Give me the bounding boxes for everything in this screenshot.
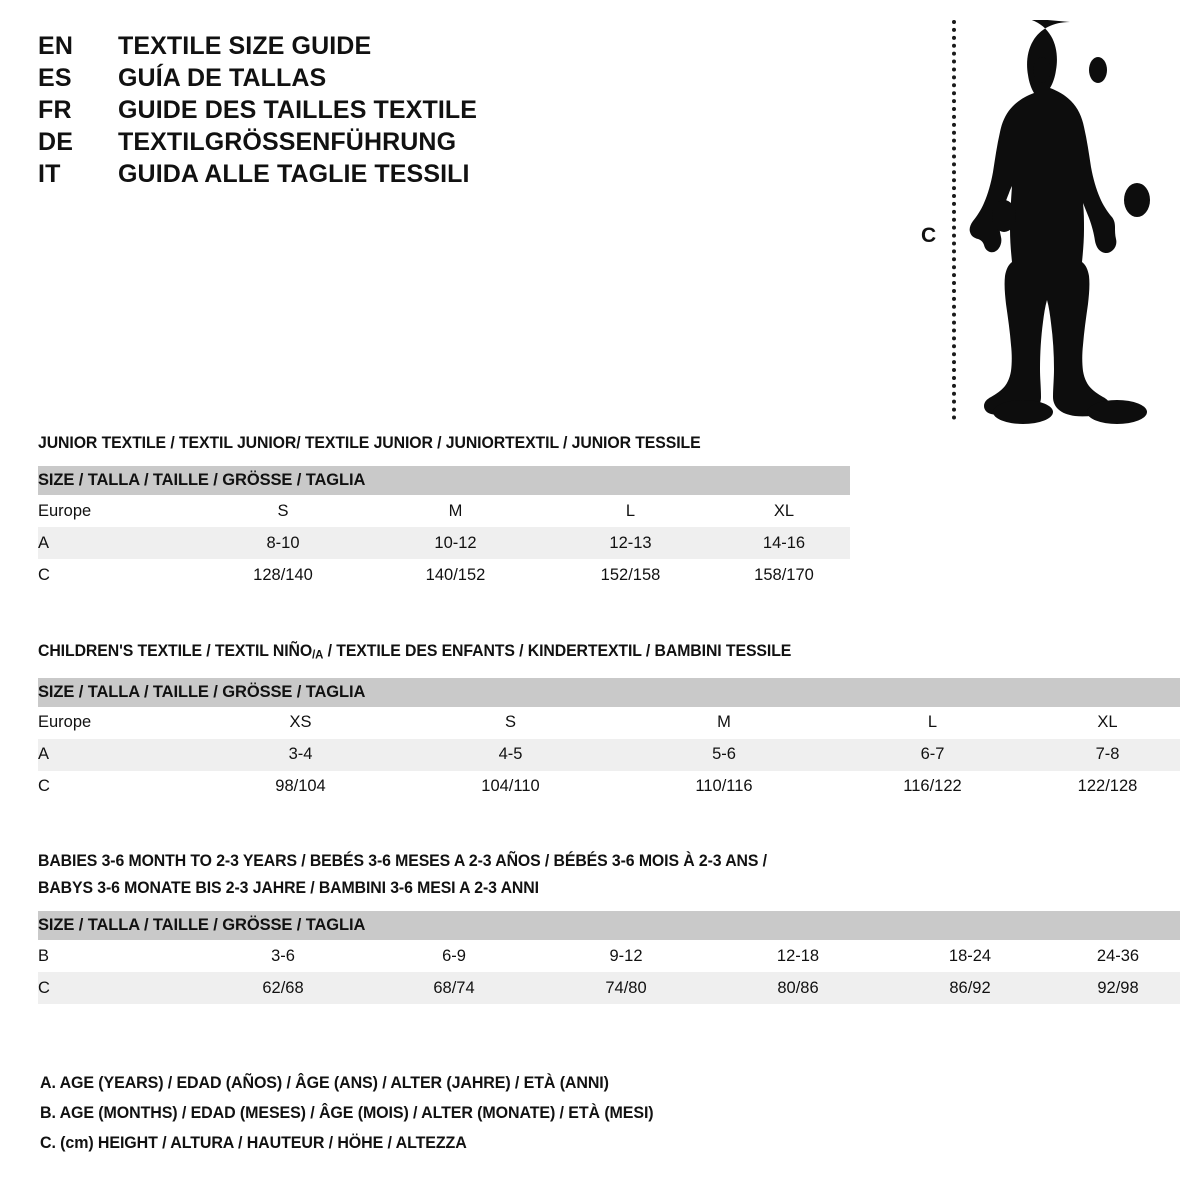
junior-size-l: L	[543, 495, 718, 527]
legend-line-b: B. AGE (MONTHS) / EDAD (MESES) / ÂGE (MO…	[40, 1104, 654, 1122]
children-row-label-a: A	[38, 738, 198, 771]
junior-row-label-c: C	[38, 559, 198, 591]
children-size-table: SIZE / TALLA / TAILLE / GRÖSSE / TAGLIA …	[38, 677, 1180, 803]
measure-label-c: C	[921, 224, 937, 247]
junior-age-l: 12-13	[543, 527, 718, 559]
children-height-m: 110/116	[618, 770, 830, 803]
guide-title-es: GUÍA DE TALLAS	[118, 64, 327, 92]
junior-size-table: SIZE / TALLA / TAILLE / GRÖSSE / TAGLIA …	[38, 466, 850, 591]
section-title-children-post: / TEXTILE DES ENFANTS / KINDERTEXTIL / B…	[323, 642, 792, 660]
babies-height-col4: 80/86	[712, 972, 884, 1004]
children-height-s: 104/110	[403, 770, 618, 803]
babies-height-col1: 62/68	[198, 972, 368, 1004]
section-title-children-sub: /A	[312, 647, 324, 662]
language-row-de: DE TEXTILGRÖSSENFÜHRUNG	[38, 128, 558, 160]
children-height-l: 116/122	[830, 770, 1035, 803]
language-code-de: DE	[38, 128, 74, 156]
dotted-measure-line-icon	[952, 20, 956, 420]
junior-age-s: 8-10	[198, 527, 368, 559]
junior-size-s: S	[198, 495, 368, 527]
babies-height-col6: 92/98	[1056, 972, 1180, 1004]
language-code-fr: FR	[38, 96, 72, 124]
section-children-textile: CHILDREN'S TEXTILE / TEXTIL NIÑO/A / TEX…	[38, 638, 1180, 803]
babies-age-col3: 9-12	[540, 940, 712, 972]
children-age-l: 6-7	[830, 738, 1035, 771]
babies-height-col5: 86/92	[884, 972, 1056, 1004]
children-size-m: M	[618, 706, 830, 739]
junior-height-l: 152/158	[543, 559, 718, 591]
babies-height-col2: 68/74	[368, 972, 540, 1004]
junior-row-age: A 8-10 10-12 12-13 14-16	[38, 527, 850, 559]
babies-age-col2: 6-9	[368, 940, 540, 972]
babies-row-label-b: B	[38, 940, 198, 972]
junior-size-header-label: SIZE / TALLA / TAILLE / GRÖSSE / TAGLIA	[38, 466, 850, 495]
babies-size-table: SIZE / TALLA / TAILLE / GRÖSSE / TAGLIA …	[38, 911, 1180, 1004]
children-size-xs: XS	[198, 706, 403, 739]
children-size-s: S	[403, 706, 618, 739]
language-row-en: EN TEXTILE SIZE GUIDE	[38, 32, 558, 64]
children-age-xl: 7-8	[1035, 738, 1180, 771]
height-measurement-figure: C	[905, 12, 1170, 427]
guide-title-en: TEXTILE SIZE GUIDE	[118, 32, 372, 60]
section-title-children: CHILDREN'S TEXTILE / TEXTIL NIÑO/A / TEX…	[38, 638, 1134, 669]
language-row-it: IT GUIDA ALLE TAGLIE TESSILI	[38, 160, 558, 192]
section-title-junior: JUNIOR TEXTILE / TEXTIL JUNIOR/ TEXTILE …	[38, 434, 701, 452]
babies-age-col4: 12-18	[712, 940, 884, 972]
language-code-it: IT	[38, 160, 61, 188]
legend-line-c: C. (cm) HEIGHT / ALTURA / HAUTEUR / HÖHE…	[40, 1134, 467, 1152]
children-height-xl: 122/128	[1035, 770, 1180, 803]
babies-age-col1: 3-6	[198, 940, 368, 972]
children-region-label: Europe	[38, 706, 198, 739]
section-title-children-pre: CHILDREN'S TEXTILE / TEXTIL NIÑO	[38, 642, 313, 660]
babies-row-age-months: B 3-6 6-9 9-12 12-18 18-24 24-36	[38, 940, 1180, 972]
language-row-es: ES GUÍA DE TALLAS	[38, 64, 558, 96]
junior-size-m: M	[368, 495, 543, 527]
junior-region-label: Europe	[38, 495, 198, 527]
toddler-silhouette-icon	[969, 20, 1150, 424]
babies-row-label-c: C	[38, 972, 198, 1004]
children-size-l: L	[830, 706, 1035, 739]
junior-height-xl: 158/170	[718, 559, 850, 591]
guide-title-fr: GUIDE DES TAILLES TEXTILE	[118, 96, 478, 124]
measurement-legend: A. AGE (YEARS) / EDAD (AÑOS) / ÂGE (ANS)…	[40, 1068, 860, 1158]
babies-height-col3: 74/80	[540, 972, 712, 1004]
children-size-header-label: SIZE / TALLA / TAILLE / GRÖSSE / TAGLIA	[38, 677, 1180, 707]
junior-row-height: C 128/140 140/152 152/158 158/170	[38, 559, 850, 591]
junior-size-xl: XL	[718, 495, 850, 527]
junior-row-label-a: A	[38, 527, 198, 559]
guide-title-it: GUIDA ALLE TAGLIE TESSILI	[118, 160, 470, 188]
children-size-header-row: SIZE / TALLA / TAILLE / GRÖSSE / TAGLIA	[38, 677, 1180, 707]
children-age-s: 4-5	[403, 738, 618, 771]
children-row-height: C 98/104 104/110 110/116 116/122 122/128	[38, 770, 1180, 803]
babies-size-header-row: SIZE / TALLA / TAILLE / GRÖSSE / TAGLIA	[38, 911, 1180, 940]
children-height-xs: 98/104	[198, 770, 403, 803]
children-age-xs: 3-4	[198, 738, 403, 771]
children-sizes-row: Europe XS S M L XL	[38, 706, 1180, 739]
children-row-age: A 3-4 4-5 5-6 6-7 7-8	[38, 738, 1180, 771]
language-code-en: EN	[38, 32, 74, 60]
babies-age-col5: 18-24	[884, 940, 1056, 972]
section-title-babies-line2: BABYS 3-6 MONATE BIS 2-3 JAHRE / BAMBINI…	[38, 879, 539, 897]
junior-age-xl: 14-16	[718, 527, 850, 559]
section-junior-textile: JUNIOR TEXTILE / TEXTIL JUNIOR/ TEXTILE …	[38, 430, 850, 591]
language-row-fr: FR GUIDE DES TAILLES TEXTILE	[38, 96, 558, 128]
children-size-xl: XL	[1035, 706, 1180, 739]
junior-size-header-row: SIZE / TALLA / TAILLE / GRÖSSE / TAGLIA	[38, 466, 850, 495]
children-age-m: 5-6	[618, 738, 830, 771]
language-title-block: EN TEXTILE SIZE GUIDE ES GUÍA DE TALLAS …	[38, 32, 558, 192]
children-row-label-c: C	[38, 770, 198, 803]
legend-line-a: A. AGE (YEARS) / EDAD (AÑOS) / ÂGE (ANS)…	[40, 1074, 609, 1092]
guide-title-de: TEXTILGRÖSSENFÜHRUNG	[118, 128, 457, 156]
babies-age-col6: 24-36	[1056, 940, 1180, 972]
junior-age-m: 10-12	[368, 527, 543, 559]
section-babies-textile: BABIES 3-6 MONTH TO 2-3 YEARS / BEBÉS 3-…	[38, 848, 1180, 1004]
babies-row-height: C 62/68 68/74 74/80 80/86 86/92 92/98	[38, 972, 1180, 1004]
section-title-babies-line1: BABIES 3-6 MONTH TO 2-3 YEARS / BEBÉS 3-…	[38, 852, 767, 870]
junior-height-s: 128/140	[198, 559, 368, 591]
babies-size-header-label: SIZE / TALLA / TAILLE / GRÖSSE / TAGLIA	[38, 911, 1180, 940]
junior-sizes-row: Europe S M L XL	[38, 495, 850, 527]
junior-height-m: 140/152	[368, 559, 543, 591]
language-code-es: ES	[38, 64, 72, 92]
